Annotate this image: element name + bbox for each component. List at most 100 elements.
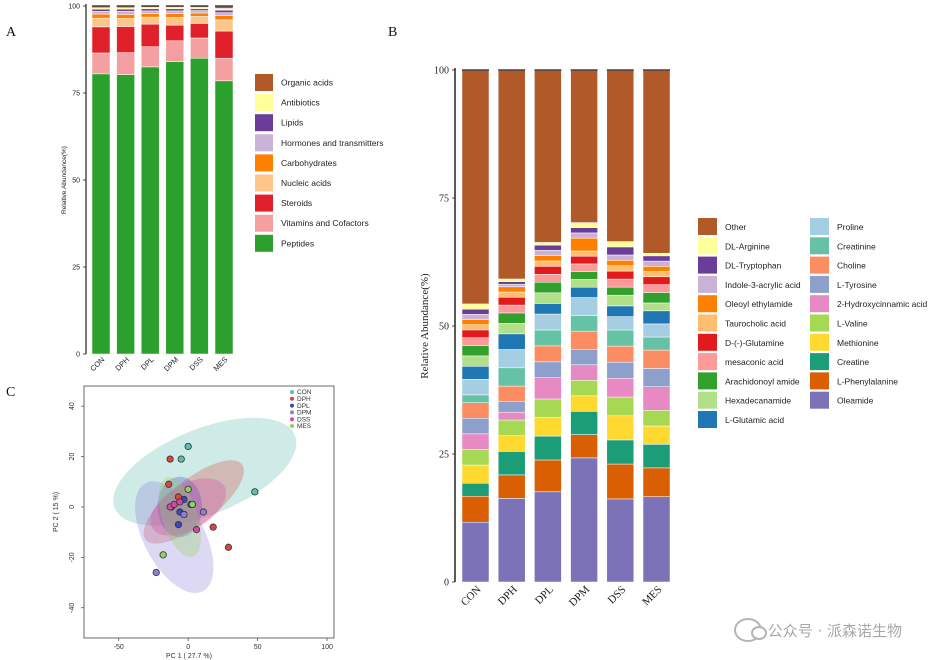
legend-label-dpl: DPL	[297, 403, 310, 410]
bar-segment-dph-l-valine	[497, 419, 526, 436]
bar-segment-dph-oleoyl-ethylamide	[497, 286, 526, 293]
legend-label-carbohydrates: Carbohydrates	[281, 158, 337, 168]
x-tick-label: 50	[254, 644, 262, 651]
legend-label-lipids: Lipids	[281, 118, 303, 128]
bar-segment-dss-dl-tryptophan	[606, 246, 635, 256]
bar-segment-dpl-l-phenylalanine	[534, 459, 562, 493]
bar-segment-dss-lipids	[190, 8, 209, 11]
legend-swatch-2-hydroxycinnamic-acid	[810, 295, 829, 313]
y-tick-label: 50	[72, 178, 80, 185]
y-tick-label: 0	[69, 505, 76, 509]
bar-segment-dph-other	[497, 69, 526, 280]
bar-segment-con-peptides	[91, 73, 111, 355]
bar-segment-con-arachidonoyl-amide	[461, 345, 490, 357]
bar-segment-dpl-l-glutamic-acid	[534, 303, 562, 315]
confidence-ellipse-con	[113, 417, 297, 526]
bar-segment-dph-hormones-and-transmitters	[116, 10, 135, 15]
x-axis-title: PC 1 ( 27.7 %)	[166, 653, 212, 660]
bar-segment-con-carbohydrates	[91, 13, 111, 19]
panel-c-letter: C	[6, 385, 15, 400]
legend-swatch-nucleic-acids	[255, 174, 273, 192]
legend-label-proline: Proline	[837, 222, 864, 232]
legend-swatch-arachidonoyl-amide	[698, 372, 717, 390]
bar-segment-dpm-lipids	[165, 8, 185, 12]
bar-segment-dpm-creatine	[570, 411, 598, 435]
bar-segment-con-dl-tryptophan	[461, 308, 490, 315]
bar-segment-dss-hormones-and-transmitters	[190, 10, 209, 14]
legend-swatch-l-valine	[810, 314, 829, 332]
y-tick-label: -20	[69, 552, 76, 562]
bar-segment-dph-indole-3-acrylic-acid	[497, 283, 526, 288]
pca-plot-frame	[83, 385, 335, 639]
legend-swatch-l-glutamic-acid	[698, 411, 717, 428]
legend-label-taurocholic-acid: Taurocholic acid	[725, 319, 786, 329]
bar-segment-mes-arachidonoyl-amide	[642, 292, 671, 304]
bar-segment-dpl-mesaconic-acid	[534, 274, 562, 283]
y-tick-label: 100	[434, 66, 449, 77]
bar-segment-dph-oleamide	[497, 498, 526, 583]
watermark-text: 公众号 · 派森诺生物	[767, 621, 902, 640]
bar-segment-dpl-d-glutamine	[534, 266, 562, 275]
bar-segment-mes-choline	[642, 349, 671, 369]
bar-segment-dph-d-glutamine	[497, 297, 526, 306]
point-mes-1	[184, 485, 192, 493]
bar-segment-mes-l-tyrosine	[642, 368, 671, 387]
bar-segment-con-steroids	[91, 26, 111, 54]
bar-segment-mes-l-phenylalanine	[642, 467, 671, 497]
legend-label-mes: MES	[297, 423, 312, 430]
bar-segment-dpl-creatinine	[534, 329, 562, 347]
bar-segment-dss-dl-arginine	[606, 241, 635, 248]
legend-dot-con	[290, 390, 294, 394]
bar-segment-con-l-tyrosine	[461, 418, 490, 435]
bar-segment-dpl-taurocholic-acid	[534, 260, 562, 267]
confidence-ellipse-dss	[150, 478, 226, 536]
legend-dot-dpm	[290, 410, 294, 415]
bar-segment-dpl-choline	[534, 345, 562, 363]
x-tick-label-dpm: DPM	[567, 583, 592, 608]
bar-segment-dss-d-glutamine	[606, 270, 635, 280]
bar-segment-dpm-d-glutamine	[570, 255, 598, 265]
legend-label-hormones-and-transmitters: Hormones and transmitters	[281, 138, 384, 148]
bar-segment-dph-creatine	[497, 451, 526, 476]
bar-segment-con-mesaconic-acid	[461, 337, 490, 346]
legend-swatch-l-tyrosine	[810, 275, 829, 293]
bar-segment-dpm-choline	[570, 330, 598, 350]
bar-segment-mes-antibiotics	[214, 8, 234, 11]
bar-segment-mes-oleoyl-ethylamide	[642, 266, 671, 272]
point-dss-3	[176, 498, 184, 506]
bar-segment-con-vitamins-and-cofactors	[91, 52, 111, 75]
wechat-icon	[733, 618, 767, 642]
legend-dot-dss	[290, 417, 294, 422]
bar-segment-dss-l-tyrosine	[606, 361, 635, 379]
bar-segment-dss-oleamide	[606, 498, 635, 583]
bar-segment-dss-l-glutamic-acid	[606, 305, 635, 317]
bar-segment-dpm-other	[570, 69, 598, 223]
legend-label-dpm: DPM	[297, 410, 311, 417]
legend-swatch-hexadecanamide	[698, 391, 717, 409]
bar-segment-dpm-carbohydrates	[165, 13, 185, 18]
bar-segment-mes-lipids	[214, 9, 234, 13]
legend-label-2-hydroxycinnamic-acid: 2-Hydroxycinnamic acid	[837, 299, 927, 309]
bar-segment-mes-taurocholic-acid	[642, 271, 671, 278]
legend-swatch-l-phenylalanine	[810, 372, 829, 390]
y-tick-label: 0	[444, 578, 449, 589]
bar-segment-dph-2-hydroxycinnamic-acid	[497, 411, 526, 421]
point-dph-4	[224, 543, 233, 551]
bar-segment-dph-vitamins-and-cofactors	[116, 52, 135, 75]
legend-label-oleoyl-ethylamide: Oleoyl ethylamide	[725, 299, 793, 309]
legend-swatch-peptides	[255, 234, 273, 252]
y-tick-label: 40	[69, 402, 76, 410]
bar-segment-mes-methionine	[642, 425, 671, 445]
x-tick-label-dpm: DPM	[162, 355, 180, 373]
point-dpm-3	[180, 510, 188, 519]
bar-segment-con-methionine	[461, 464, 490, 484]
bar-segment-dph-taurocholic-acid	[497, 291, 526, 298]
legend-swatch-methionine	[810, 333, 829, 351]
legend-label-oleamide: Oleamide	[837, 396, 874, 406]
bar-segment-dss-other	[606, 69, 635, 242]
x-tick-label-dpl: DPL	[533, 583, 556, 606]
legend-label-hexadecanamide: Hexadecanamide	[725, 396, 791, 406]
legend-label-l-tyrosine: L-Tyrosine	[837, 280, 877, 290]
bar-segment-dpl-vitamins-and-cofactors	[140, 46, 160, 68]
